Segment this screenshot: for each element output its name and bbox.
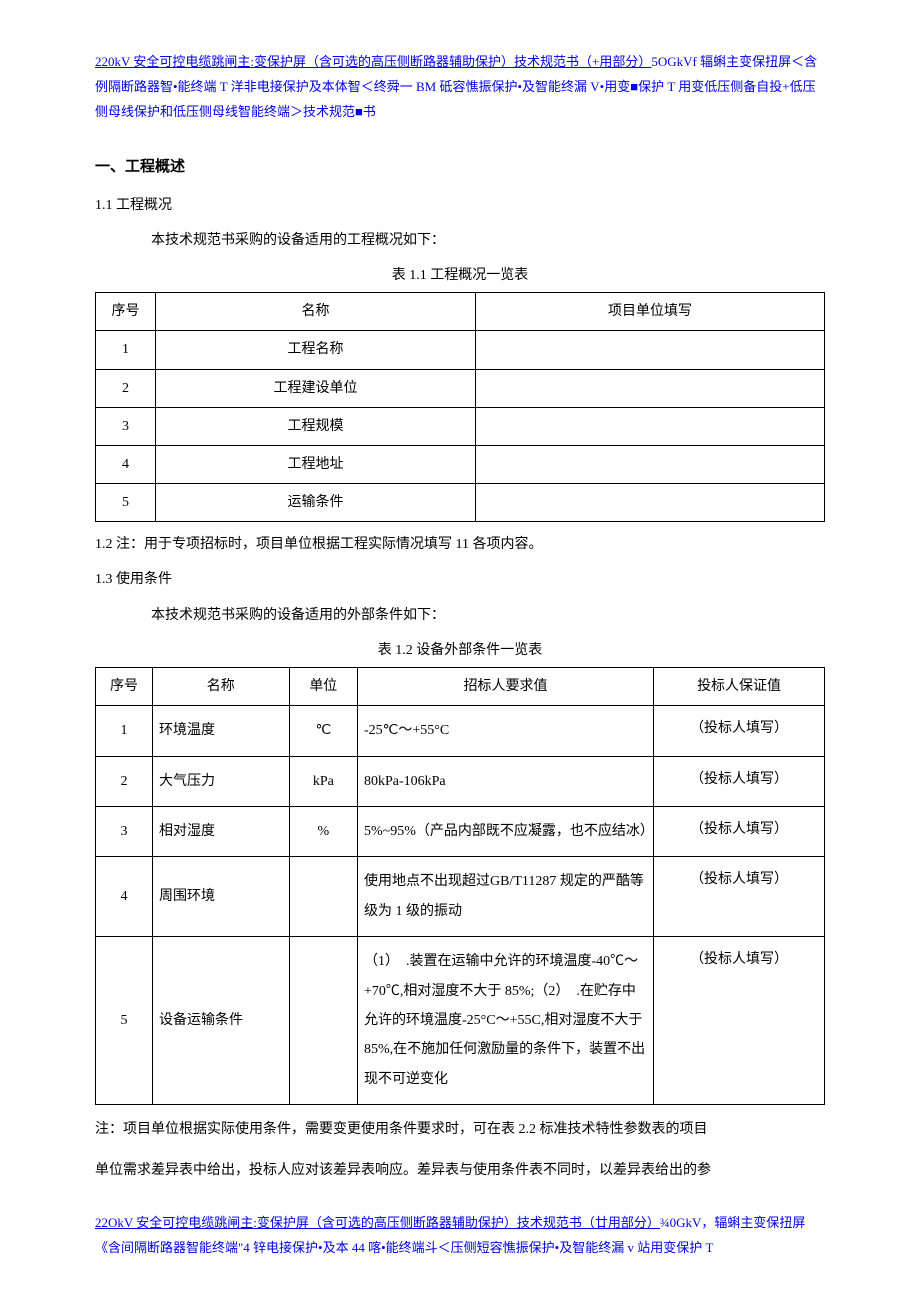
table-row: 1工程名称 xyxy=(96,331,825,369)
table-cell: 2 xyxy=(96,756,153,806)
table-cell: 5 xyxy=(96,484,156,522)
table-cell: （投标人填写） xyxy=(654,857,825,937)
subsection-1-2: 1.2 注：用于专项招标时，项目单位根据工程实际情况填写 11 各项内容。 xyxy=(95,532,825,557)
table-cell: （1） .装置在运输中允许的环境温度-40℃～+70℃,相对湿度不大于 85%;… xyxy=(357,937,653,1105)
table-row: 4周围环境使用地点不出现超过GB/T11287 规定的严酷等级为 1 级的振动（… xyxy=(96,857,825,937)
table-cell: 环境温度 xyxy=(152,706,289,756)
table2-caption: 表 1.2 设备外部条件一览表 xyxy=(95,638,825,663)
subsection-1-3-text: 本技术规范书采购的设备适用的外部条件如下： xyxy=(95,603,825,628)
table-cell: ℃ xyxy=(289,706,357,756)
table-header: 招标人要求值 xyxy=(357,668,653,706)
table-header: 项目单位填写 xyxy=(476,293,825,331)
table-cell: 3 xyxy=(96,407,156,445)
table-cell: （投标人填写） xyxy=(654,937,825,1105)
subsection-1-1-text: 本技术规范书采购的设备适用的工程概况如下： xyxy=(95,228,825,253)
table-cell: （投标人填写） xyxy=(654,706,825,756)
table-cell: % xyxy=(289,806,357,856)
table-row: 序号 名称 项目单位填写 xyxy=(96,293,825,331)
table-cell xyxy=(476,369,825,407)
table-header: 序号 xyxy=(96,668,153,706)
table-cell: -25℃～+55°C xyxy=(357,706,653,756)
table-cell xyxy=(476,445,825,483)
table-2: 序号 名称 单位 招标人要求值 投标人保证值 1环境温度℃-25℃～+55°C（… xyxy=(95,667,825,1105)
table-cell: 周围环境 xyxy=(152,857,289,937)
footer-link[interactable]: 22OkV 安全可控电缆跳闸主:变保护屏（含可选的高压侧断路器辅助保护）技术规范… xyxy=(95,1215,660,1230)
table-cell: 5 xyxy=(96,937,153,1105)
table-cell: 工程地址 xyxy=(156,445,476,483)
table-cell xyxy=(476,484,825,522)
table-cell: 5%~95%（产品内部既不应凝露，也不应结冰） xyxy=(357,806,653,856)
table-cell xyxy=(289,857,357,937)
table-row: 3工程规模 xyxy=(96,407,825,445)
table-cell: 3 xyxy=(96,806,153,856)
table-cell: （投标人填写） xyxy=(654,806,825,856)
table-row: 3相对湿度%5%~95%（产品内部既不应凝露，也不应结冰）（投标人填写） xyxy=(96,806,825,856)
table-row: 序号 名称 单位 招标人要求值 投标人保证值 xyxy=(96,668,825,706)
table-cell: 1 xyxy=(96,706,153,756)
table-header: 序号 xyxy=(96,293,156,331)
table-cell: 工程建设单位 xyxy=(156,369,476,407)
table-cell: 1 xyxy=(96,331,156,369)
table-header: 单位 xyxy=(289,668,357,706)
table-cell xyxy=(476,331,825,369)
table-row: 2工程建设单位 xyxy=(96,369,825,407)
table-row: 2大气压力kPa80kPa-106kPa（投标人填写） xyxy=(96,756,825,806)
table-row: 5运输条件 xyxy=(96,484,825,522)
table-cell: kPa xyxy=(289,756,357,806)
table-row: 4工程地址 xyxy=(96,445,825,483)
table-cell: 运输条件 xyxy=(156,484,476,522)
table-row: 5设备运输条件 （1） .装置在运输中允许的环境温度-40℃～+70℃,相对湿度不… xyxy=(96,937,825,1105)
footer-block: 22OkV 安全可控电缆跳闸主:变保护屏（含可选的高压侧断路器辅助保护）技术规范… xyxy=(95,1211,825,1261)
section-heading: 一、工程概述 xyxy=(95,154,825,181)
table-cell xyxy=(289,937,357,1105)
table-cell xyxy=(476,407,825,445)
table-header: 投标人保证值 xyxy=(654,668,825,706)
header-link[interactable]: 220kV 安全可控电缆跳闸主:变保护屏（含可选的高压侧断路器辅助保护）技术规范… xyxy=(95,54,651,69)
table-cell: （投标人填写） xyxy=(654,756,825,806)
table-cell: 相对湿度 xyxy=(152,806,289,856)
table-cell: 工程名称 xyxy=(156,331,476,369)
table-header: 名称 xyxy=(152,668,289,706)
table-cell: 4 xyxy=(96,857,153,937)
table-cell: 使用地点不出现超过GB/T11287 规定的严酷等级为 1 级的振动 xyxy=(357,857,653,937)
subsection-1-3: 1.3 使用条件 xyxy=(95,567,825,592)
table-cell: 80kPa-106kPa xyxy=(357,756,653,806)
header-block: 220kV 安全可控电缆跳闸主:变保护屏（含可选的高压侧断路器辅助保护）技术规范… xyxy=(95,50,825,126)
table-cell: 大气压力 xyxy=(152,756,289,806)
table-row: 1环境温度℃-25℃～+55°C（投标人填写） xyxy=(96,706,825,756)
table-cell: 工程规模 xyxy=(156,407,476,445)
table1-caption: 表 1.1 工程概况一览表 xyxy=(95,263,825,288)
table-cell: 2 xyxy=(96,369,156,407)
table-header: 名称 xyxy=(156,293,476,331)
note-2: 单位需求差异表中给出，投标人应对该差异表响应。差异表与使用条件表不同时，以差异表… xyxy=(95,1156,825,1187)
note-1: 注：项目单位根据实际使用条件，需要变更使用条件要求时，可在表 2.2 标准技术特… xyxy=(95,1115,825,1146)
table-cell: 设备运输条件 xyxy=(152,937,289,1105)
table-cell: 4 xyxy=(96,445,156,483)
subsection-1-1: 1.1 工程概况 xyxy=(95,193,825,218)
table-1: 序号 名称 项目单位填写 1工程名称2工程建设单位3工程规模4工程地址5运输条件 xyxy=(95,292,825,522)
